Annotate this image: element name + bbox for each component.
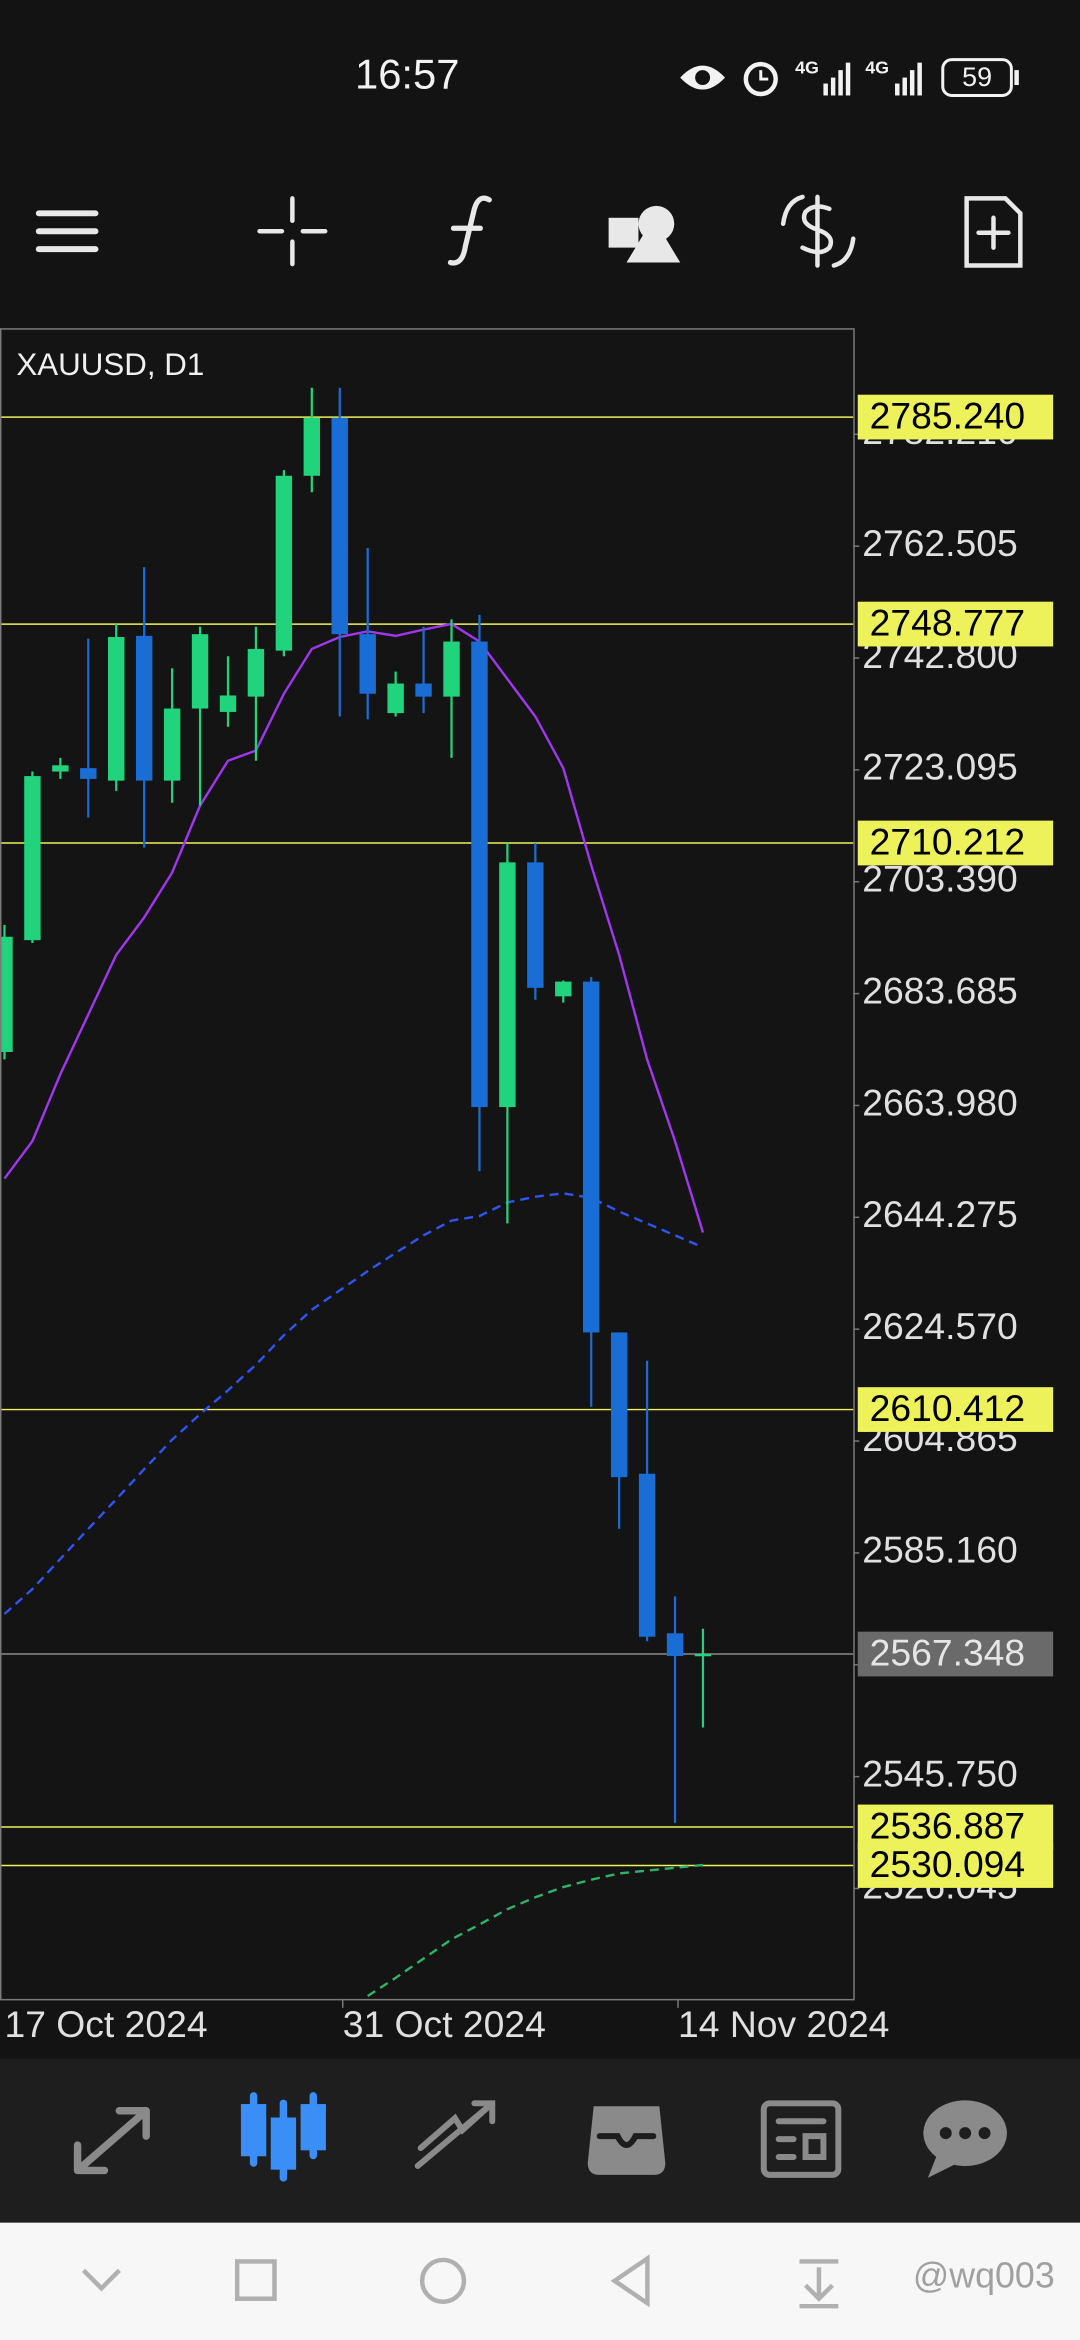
chart-title: XAUUSD, D1 [16, 347, 204, 382]
back-button[interactable] [610, 2254, 650, 2308]
candle-body [331, 417, 348, 635]
recents-button[interactable] [234, 2259, 277, 2301]
current-price-box [857, 1631, 1054, 1677]
level-label-box [857, 1804, 1054, 1850]
candle-body [471, 641, 488, 1108]
level-label: 2530.094 [870, 1843, 1026, 1885]
candle-body [52, 765, 69, 772]
y-tick-label: 2762.505 [862, 522, 1018, 564]
level-label: 2610.412 [870, 1387, 1026, 1429]
network-label: 4G [795, 57, 819, 77]
history-tab[interactable] [587, 2106, 666, 2175]
home-button[interactable] [419, 2257, 467, 2304]
chart-tab[interactable] [240, 2092, 326, 2182]
current-price-label: 2567.348 [870, 1631, 1026, 1673]
candle-body [583, 981, 600, 1333]
time-axis: 17 Oct 2024 31 Oct 2024 14 Nov 2024 [4, 1998, 889, 2045]
chart-area[interactable] [0, 328, 855, 2001]
y-tick-label: 2624.570 [862, 1305, 1018, 1347]
y-tick-label: 2683.685 [862, 969, 1018, 1011]
candle-body [303, 417, 321, 476]
crosshair-button[interactable] [257, 196, 328, 267]
candle-body [610, 1332, 628, 1478]
watermark: @wq003 [913, 2255, 1055, 2295]
y-tick-label: 2545.750 [862, 1752, 1018, 1794]
level-label: 2710.212 [870, 820, 1026, 862]
candle-body [666, 1633, 684, 1657]
chat-tab[interactable] [923, 2100, 1007, 2178]
candle-body [555, 981, 572, 997]
level-label-box [857, 1843, 1054, 1888]
x-tick-label: 31 Oct 2024 [343, 2003, 546, 2045]
price-labels: 2785.240 2748.777 2710.212 2610.412 2536.887… [857, 394, 1054, 1888]
level-label: 2785.240 [870, 394, 1026, 436]
network-label: 4G [865, 57, 889, 77]
status-icons [680, 58, 1019, 97]
candle-body [80, 768, 97, 779]
news-tab[interactable] [760, 2100, 842, 2178]
collapse-button[interactable] [81, 2268, 121, 2292]
menu-button[interactable] [35, 210, 99, 253]
candle-body [443, 641, 460, 697]
new-order-button[interactable] [964, 196, 1023, 268]
level-label-box [857, 601, 1054, 647]
candle-body [387, 683, 404, 714]
y-tick-label: 2644.275 [862, 1193, 1018, 1235]
candle-body [247, 648, 265, 697]
x-tick-label: 14 Nov 2024 [678, 2003, 889, 2045]
system-nav-icons [81, 2254, 839, 2309]
candle-body [191, 634, 209, 709]
candle-body [359, 634, 376, 694]
objects-button[interactable] [608, 205, 681, 263]
level-label-box [857, 1387, 1054, 1432]
y-tick-label: 2663.980 [862, 1081, 1018, 1123]
candle-body [694, 1654, 712, 1657]
bottom-nav [0, 2058, 1080, 2223]
level-label: 2748.777 [870, 601, 1026, 643]
indicators-button[interactable] [447, 195, 492, 266]
level-label: 2536.887 [870, 1804, 1026, 1846]
candle-body [415, 683, 432, 697]
candle-body [108, 637, 125, 781]
x-tick-label: 17 Oct 2024 [4, 2003, 207, 2045]
trade-button[interactable] [780, 194, 856, 268]
candle-body [638, 1473, 656, 1637]
clock: 16:57 [355, 51, 459, 98]
moving-average-line [367, 1863, 704, 1998]
battery-level: 59 [962, 62, 992, 92]
system-nav [0, 2222, 1080, 2340]
download-button[interactable] [799, 2259, 839, 2309]
candle-body [1, 936, 13, 1052]
candle-body [219, 695, 237, 712]
toolbar [35, 194, 1023, 268]
level-label-box [857, 820, 1054, 866]
moving-average-line [3, 622, 705, 1233]
candle-body [499, 862, 516, 1108]
plot [1, 387, 854, 1998]
trade-tab[interactable] [414, 2100, 496, 2169]
y-tick-label: 2585.160 [862, 1529, 1018, 1571]
quotes-tab[interactable] [73, 2107, 150, 2175]
candle-body [163, 708, 181, 781]
candle-body [135, 635, 153, 781]
candle-body [527, 862, 544, 988]
candle-body [275, 475, 293, 651]
y-tick-label: 2723.095 [862, 746, 1018, 788]
level-label-box [857, 394, 1054, 440]
bottom-nav-icons [73, 2092, 1007, 2182]
candle-body [24, 776, 41, 941]
